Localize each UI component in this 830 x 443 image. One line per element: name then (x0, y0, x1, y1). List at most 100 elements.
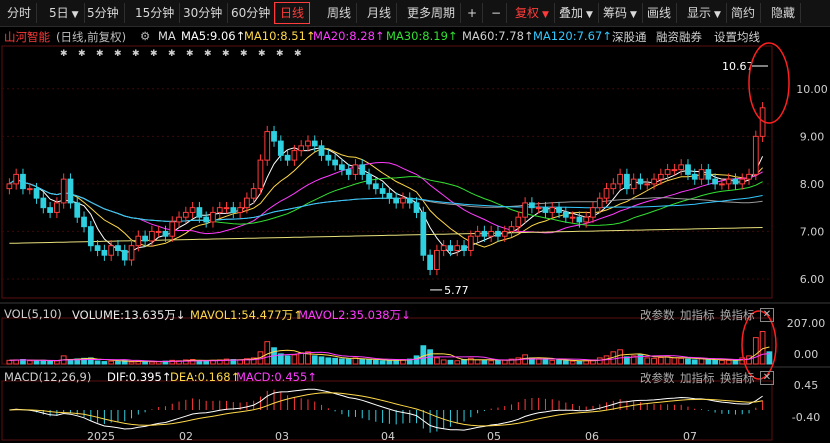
toolbar-item-label: 5分钟 (87, 6, 119, 20)
toolbar-item-label: 简约 (731, 6, 756, 20)
volume-bar (488, 360, 495, 365)
candle-body (271, 131, 277, 142)
link-margin-trading[interactable]: 融资融券 (656, 30, 702, 44)
macd-dea: DEA:0.168↑ (170, 370, 241, 384)
toolbar-item-0[interactable]: 分时 (2, 3, 38, 23)
volume-bar (413, 355, 420, 365)
volume-bar (474, 359, 481, 365)
chevron-down-icon: ▼ (586, 10, 593, 20)
toolbar-item-6[interactable]: 日线 (274, 2, 311, 24)
macd-y-tick-label: 0.45 (794, 379, 819, 392)
candle-body (386, 192, 393, 199)
candle-body (339, 164, 345, 171)
volume-bar (305, 351, 311, 365)
toolbar-item-10[interactable]: + (462, 3, 484, 23)
volume-bar (752, 337, 759, 365)
candle-body (311, 140, 318, 147)
volume-bar (624, 356, 630, 365)
toolbar-item-17[interactable]: 简约 (726, 3, 762, 23)
volume-bar (277, 353, 284, 365)
event-marker: ✱ (96, 49, 104, 59)
volume-bar (719, 359, 725, 365)
candle-body (630, 178, 637, 190)
vol-close-icon[interactable]: ✕ (760, 308, 774, 322)
candle-body (488, 230, 495, 237)
toolbar-item-14[interactable]: 筹码 ▼ (598, 3, 643, 23)
macd-dif: DIF:0.395↑ (107, 370, 172, 384)
candle-body (67, 178, 74, 204)
candle-body (305, 140, 311, 147)
toolbar-item-3[interactable]: 15分钟 (130, 3, 181, 23)
macd-line (9, 388, 763, 431)
volume-bar (372, 359, 379, 365)
toolbar-item-label: 周线 (327, 6, 352, 20)
candle-body (712, 178, 718, 185)
x-tick-label: 02 (179, 430, 193, 443)
vol-switch-indicator-button[interactable]: 换指标 (720, 308, 755, 322)
volume-bar (678, 357, 685, 365)
candle-body (291, 150, 298, 161)
toolbar-item-4[interactable]: 30分钟 (178, 3, 229, 23)
macd-close-icon[interactable]: ✕ (760, 371, 774, 385)
candle-body (203, 216, 210, 223)
volume-bar (685, 358, 691, 365)
toolbar-item-7[interactable]: 周线 (322, 3, 358, 23)
candle-body (284, 154, 291, 161)
candle-body (189, 207, 196, 213)
volume-bar (712, 359, 718, 365)
macd-switch-indicator-button[interactable]: 换指标 (720, 371, 755, 385)
ma20-value: MA20:8.28↑ (313, 29, 385, 43)
toolbar-item-label: 15分钟 (135, 6, 175, 20)
vol-y-tick-label: 0.00 (794, 348, 819, 361)
toolbar-item-5[interactable]: 60分钟 (226, 3, 277, 23)
candle-body (176, 216, 182, 223)
candle-body (359, 164, 366, 175)
toolbar-item-15[interactable]: 画线 (642, 3, 678, 23)
y-tick-label: 9.00 (800, 130, 825, 143)
x-tick-label: 04 (381, 430, 395, 443)
candle-body (196, 207, 203, 218)
toolbar-item-11[interactable]: − (486, 3, 508, 23)
candle-body (515, 216, 522, 228)
x-tick-label: 03 (275, 430, 289, 443)
volume-bar (576, 360, 583, 365)
volume-bar (657, 357, 664, 365)
ma60-value: MA60:7.78↑ (462, 29, 534, 43)
low-price-label: 5.77 (444, 284, 469, 297)
macd-edit-params-button[interactable]: 改参数 (640, 371, 675, 385)
volume-bar (149, 361, 155, 365)
toolbar-item-18[interactable]: 隐藏 (766, 3, 802, 23)
candle-body (495, 230, 501, 237)
toolbar-item-label: 叠加 (559, 6, 584, 20)
candle-body (142, 235, 148, 242)
toolbar-item-16[interactable]: 显示 ▼ (682, 3, 727, 23)
volume-bar (169, 359, 176, 365)
volume-bar (115, 361, 121, 365)
link-ma-settings[interactable]: 设置均线 (714, 30, 760, 44)
candle-body (624, 173, 630, 190)
toolbar-item-2[interactable]: 5分钟 (82, 3, 125, 23)
candle-body (691, 173, 698, 180)
link-shengutong[interactable]: 深股通 (612, 30, 647, 44)
vol-edit-params-button[interactable]: 改参数 (640, 308, 675, 322)
toolbar-item-9[interactable]: 更多周期 (402, 3, 462, 23)
stock-name[interactable]: 山河智能 (4, 30, 50, 44)
event-marker: ✱ (168, 49, 176, 59)
volume-bar (325, 357, 332, 365)
vol-y-tick-label: 207.00 (787, 317, 826, 330)
toolbar-item-12[interactable]: 复权 ▼ (510, 3, 555, 23)
toolbar-item-1[interactable]: 5日 ▼ (44, 3, 85, 23)
settings-gear-icon[interactable]: ⚙ (140, 29, 151, 43)
candle-body (366, 173, 372, 185)
vol-add-indicator-button[interactable]: 加指标 (680, 308, 715, 322)
toolbar-item-13[interactable]: 叠加 ▼ (554, 3, 599, 23)
candle-body (562, 211, 569, 218)
candle-body (657, 173, 664, 180)
volume-bar (182, 359, 189, 365)
macd-add-indicator-button[interactable]: 加指标 (680, 371, 715, 385)
toolbar-item-8[interactable]: 月线 (362, 3, 398, 23)
candle-body (400, 197, 406, 204)
volume-bar (434, 357, 440, 365)
volume-bar (366, 359, 372, 365)
